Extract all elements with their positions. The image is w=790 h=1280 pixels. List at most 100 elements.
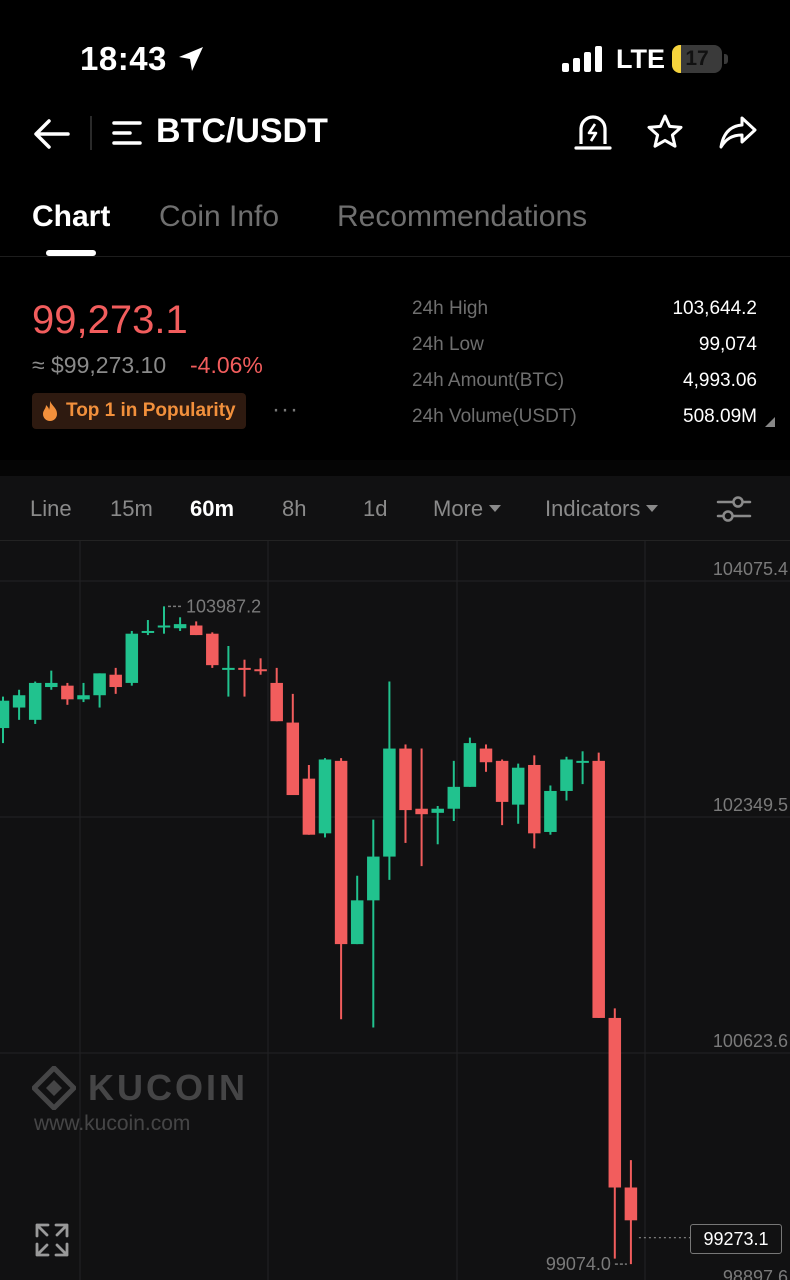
- timeframe-60m[interactable]: 60m: [190, 496, 235, 521]
- timeframe-line[interactable]: Line: [30, 496, 72, 521]
- candle: [109, 667, 122, 694]
- fire-icon: [43, 401, 57, 421]
- signal-bars-icon: [562, 46, 602, 72]
- last-price-marker: 99273.1: [690, 1224, 782, 1254]
- candle-body: [254, 669, 267, 672]
- candle: [431, 805, 444, 845]
- chart-settings-icon[interactable]: [716, 494, 752, 524]
- pair-title[interactable]: BTC/USDT: [156, 112, 328, 150]
- candle-body: [367, 856, 380, 901]
- kucoin-watermark: KUCOIN: [32, 1066, 248, 1110]
- popularity-badge[interactable]: Top 1 in Popularity: [32, 393, 246, 429]
- chart-panel[interactable]: [0, 476, 790, 1280]
- volume-toggle-icon[interactable]: [764, 416, 776, 428]
- candle-body: [206, 633, 219, 666]
- tabs-divider: [0, 256, 790, 257]
- tab-recommendations[interactable]: Recommendations: [337, 200, 588, 233]
- candle: [624, 1160, 638, 1265]
- section-gap: [0, 460, 790, 476]
- candle-body: [0, 700, 10, 729]
- tab-chart[interactable]: Chart: [32, 200, 111, 233]
- candle: [463, 737, 477, 787]
- candle: [93, 673, 106, 708]
- stat-label-volume: 24h Volume(USDT): [412, 406, 577, 427]
- stat-label-high: 24h High: [412, 298, 489, 319]
- candle-body: [624, 1187, 638, 1221]
- more-options-button[interactable]: ···: [272, 396, 299, 423]
- y-tick-label: 100623.6: [713, 1031, 788, 1051]
- candle: [302, 764, 316, 835]
- fullscreen-icon[interactable]: [34, 1222, 70, 1258]
- candle: [238, 659, 251, 697]
- candle-body: [141, 630, 155, 633]
- network-type: LTE: [616, 44, 665, 74]
- candle-body: [189, 625, 203, 636]
- price-usd: ≈ $99,273.10: [32, 352, 167, 378]
- candle: [173, 617, 187, 631]
- candle: [125, 630, 139, 686]
- candle-body: [61, 685, 74, 700]
- candle: [77, 682, 90, 703]
- battery-icon: 17: [672, 45, 722, 73]
- candle: [12, 689, 26, 720]
- candle: [576, 751, 589, 785]
- battery-nub: [724, 54, 728, 64]
- header-divider: [90, 116, 92, 150]
- indicators-dropdown[interactable]: Indicators: [545, 496, 659, 522]
- candle: [399, 744, 412, 843]
- toolbar-divider: [0, 540, 790, 541]
- chart-labels: 104075.4 102349.5 100623.6 98897.6 103987.2 9…: [168, 559, 788, 1280]
- timeframe-1d[interactable]: 1d: [363, 496, 388, 521]
- candlestick-chart[interactable]: 104075.4 102349.5 100623.6 98897.6 103987.2 9…: [0, 541, 790, 1280]
- candle: [544, 785, 557, 835]
- candle: [592, 752, 605, 1018]
- candle-body: [77, 695, 90, 700]
- candle-body: [93, 673, 106, 696]
- candle-body: [173, 624, 187, 629]
- tab-coin-info[interactable]: Coin Info: [159, 200, 280, 233]
- candle-body: [544, 790, 557, 832]
- candle-body: [45, 682, 58, 688]
- candle: [0, 696, 10, 744]
- chevron-down-icon: [489, 504, 502, 512]
- menu-lines-icon[interactable]: [112, 120, 142, 146]
- candle-body: [270, 682, 283, 722]
- candle-body: [447, 786, 461, 809]
- kucoin-logo-icon: [32, 1066, 76, 1110]
- min-price-label: 99074.0: [546, 1254, 611, 1274]
- y-tick-label: 104075.4: [713, 559, 788, 579]
- timeframe-15m[interactable]: 15m: [110, 496, 153, 521]
- stat-value-volume: 508.09M: [683, 406, 757, 427]
- more-timeframes-dropdown[interactable]: More: [433, 496, 502, 522]
- candle-body: [592, 760, 605, 1018]
- candle-body: [479, 748, 493, 763]
- candle: [350, 875, 364, 945]
- status-bar: 18:43 LTE 17: [0, 0, 790, 110]
- candle: [286, 693, 300, 796]
- more-label: More: [433, 496, 484, 521]
- candles-group: [0, 606, 638, 1265]
- candle: [28, 681, 42, 724]
- candle: [511, 763, 525, 824]
- candle: [254, 658, 267, 675]
- chart-grid: [0, 541, 790, 1280]
- star-icon[interactable]: [646, 113, 684, 151]
- candle: [61, 682, 74, 705]
- candle: [318, 758, 332, 838]
- chevron-down-icon: [646, 504, 659, 512]
- candle-body: [12, 695, 26, 708]
- candle-body: [528, 764, 541, 834]
- share-icon[interactable]: [718, 112, 758, 152]
- candle-body: [350, 900, 364, 945]
- candle-body: [318, 759, 332, 834]
- back-arrow-icon[interactable]: [32, 116, 72, 152]
- candle-body: [286, 722, 300, 796]
- timeframe-8h[interactable]: 8h: [282, 496, 307, 521]
- y-tick-label: 102349.5: [713, 795, 788, 815]
- y-tick-label: 98897.6: [723, 1267, 788, 1280]
- candle-body: [431, 808, 444, 813]
- price-alert-icon[interactable]: [574, 112, 612, 152]
- stat-label-amount: 24h Amount(BTC): [412, 370, 565, 391]
- stat-value-low: 99,074: [698, 334, 757, 355]
- candle-body: [399, 748, 412, 811]
